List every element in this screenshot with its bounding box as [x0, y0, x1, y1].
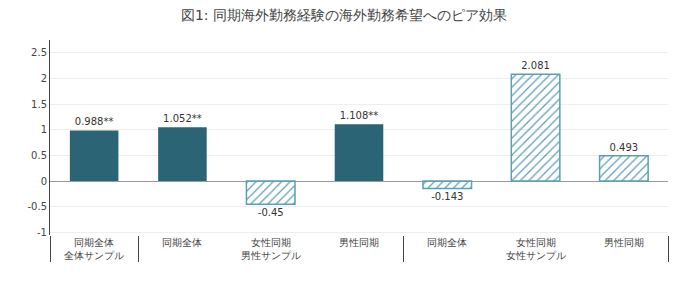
svg-text:同期全体: 同期全体: [427, 237, 467, 248]
svg-text:男性同期: 男性同期: [604, 237, 644, 248]
svg-text:同期全体: 同期全体: [74, 237, 114, 248]
svg-text:2: 2: [41, 73, 47, 84]
svg-text:-0.5: -0.5: [27, 201, 47, 212]
svg-text:女性同期: 女性同期: [251, 237, 291, 248]
svg-text:同期全体: 同期全体: [162, 237, 202, 248]
svg-text:2.081: 2.081: [521, 60, 550, 71]
svg-text:0.493: 0.493: [610, 142, 639, 153]
svg-text:2.5: 2.5: [31, 47, 47, 58]
svg-text:-0.143: -0.143: [431, 191, 463, 202]
svg-text:0.5: 0.5: [31, 150, 47, 161]
svg-text:男性サンプル: 男性サンプル: [241, 250, 301, 261]
svg-text:図1: 同期海外勤務経験の海外勤務希望へのピア効果: 図1: 同期海外勤務経験の海外勤務希望へのピア効果: [181, 7, 507, 23]
svg-text:1.052**: 1.052**: [163, 113, 202, 124]
svg-text:女性同期: 女性同期: [516, 237, 556, 248]
svg-text:男性同期: 男性同期: [339, 237, 379, 248]
svg-text:-1: -1: [37, 227, 47, 238]
svg-text:0.988**: 0.988**: [75, 116, 114, 127]
svg-text:0: 0: [41, 176, 47, 187]
svg-text:1.5: 1.5: [31, 99, 47, 110]
svg-text:女性サンプル: 女性サンプル: [506, 250, 566, 261]
svg-text:1: 1: [41, 124, 47, 135]
svg-text:1.108**: 1.108**: [340, 110, 379, 121]
svg-text:-0.45: -0.45: [258, 207, 284, 218]
svg-text:全体サンプル: 全体サンプル: [64, 250, 124, 261]
